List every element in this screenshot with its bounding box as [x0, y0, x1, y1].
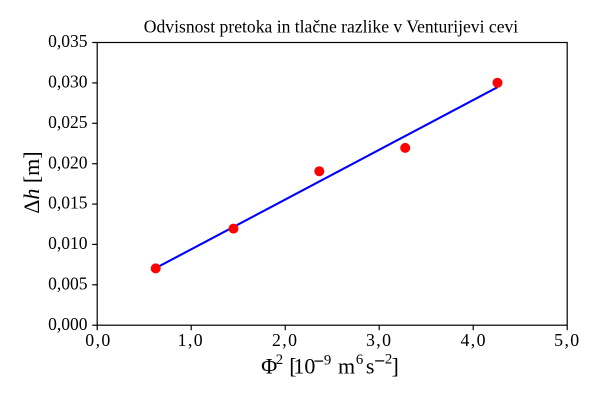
svg-text:0,035: 0,035: [48, 31, 88, 51]
svg-text:6: 6: [356, 352, 363, 368]
svg-text:Δh [m]: Δh [m]: [19, 151, 44, 213]
svg-text:10: 10: [293, 353, 315, 378]
svg-text:5,0: 5,0: [554, 330, 580, 350]
svg-text:Odvisnost pretoka in tlačne ra: Odvisnost pretoka in tlačne razlike v Ve…: [144, 16, 519, 36]
svg-text:0,015: 0,015: [48, 193, 88, 213]
svg-text:0,000: 0,000: [48, 314, 88, 334]
svg-text:m: m: [338, 353, 355, 378]
svg-text:3,0: 3,0: [366, 330, 392, 350]
svg-text:Φ: Φ: [261, 353, 277, 378]
svg-text:0,025: 0,025: [48, 112, 88, 132]
svg-text:0,005: 0,005: [48, 274, 88, 294]
svg-text:s: s: [366, 353, 375, 378]
svg-text:9: 9: [324, 352, 331, 368]
svg-text:2: 2: [276, 352, 283, 368]
svg-text:2: 2: [385, 352, 392, 368]
svg-text:2,0: 2,0: [272, 330, 298, 350]
svg-text:4,0: 4,0: [460, 330, 486, 350]
svg-text:0,020: 0,020: [48, 152, 88, 172]
svg-text:0,0: 0,0: [85, 330, 111, 350]
svg-text:0,030: 0,030: [48, 72, 88, 92]
svg-text:1,0: 1,0: [178, 330, 204, 350]
svg-text:0,010: 0,010: [48, 233, 88, 253]
svg-text:]: ]: [392, 353, 399, 378]
svg-text:[: [: [289, 353, 296, 378]
